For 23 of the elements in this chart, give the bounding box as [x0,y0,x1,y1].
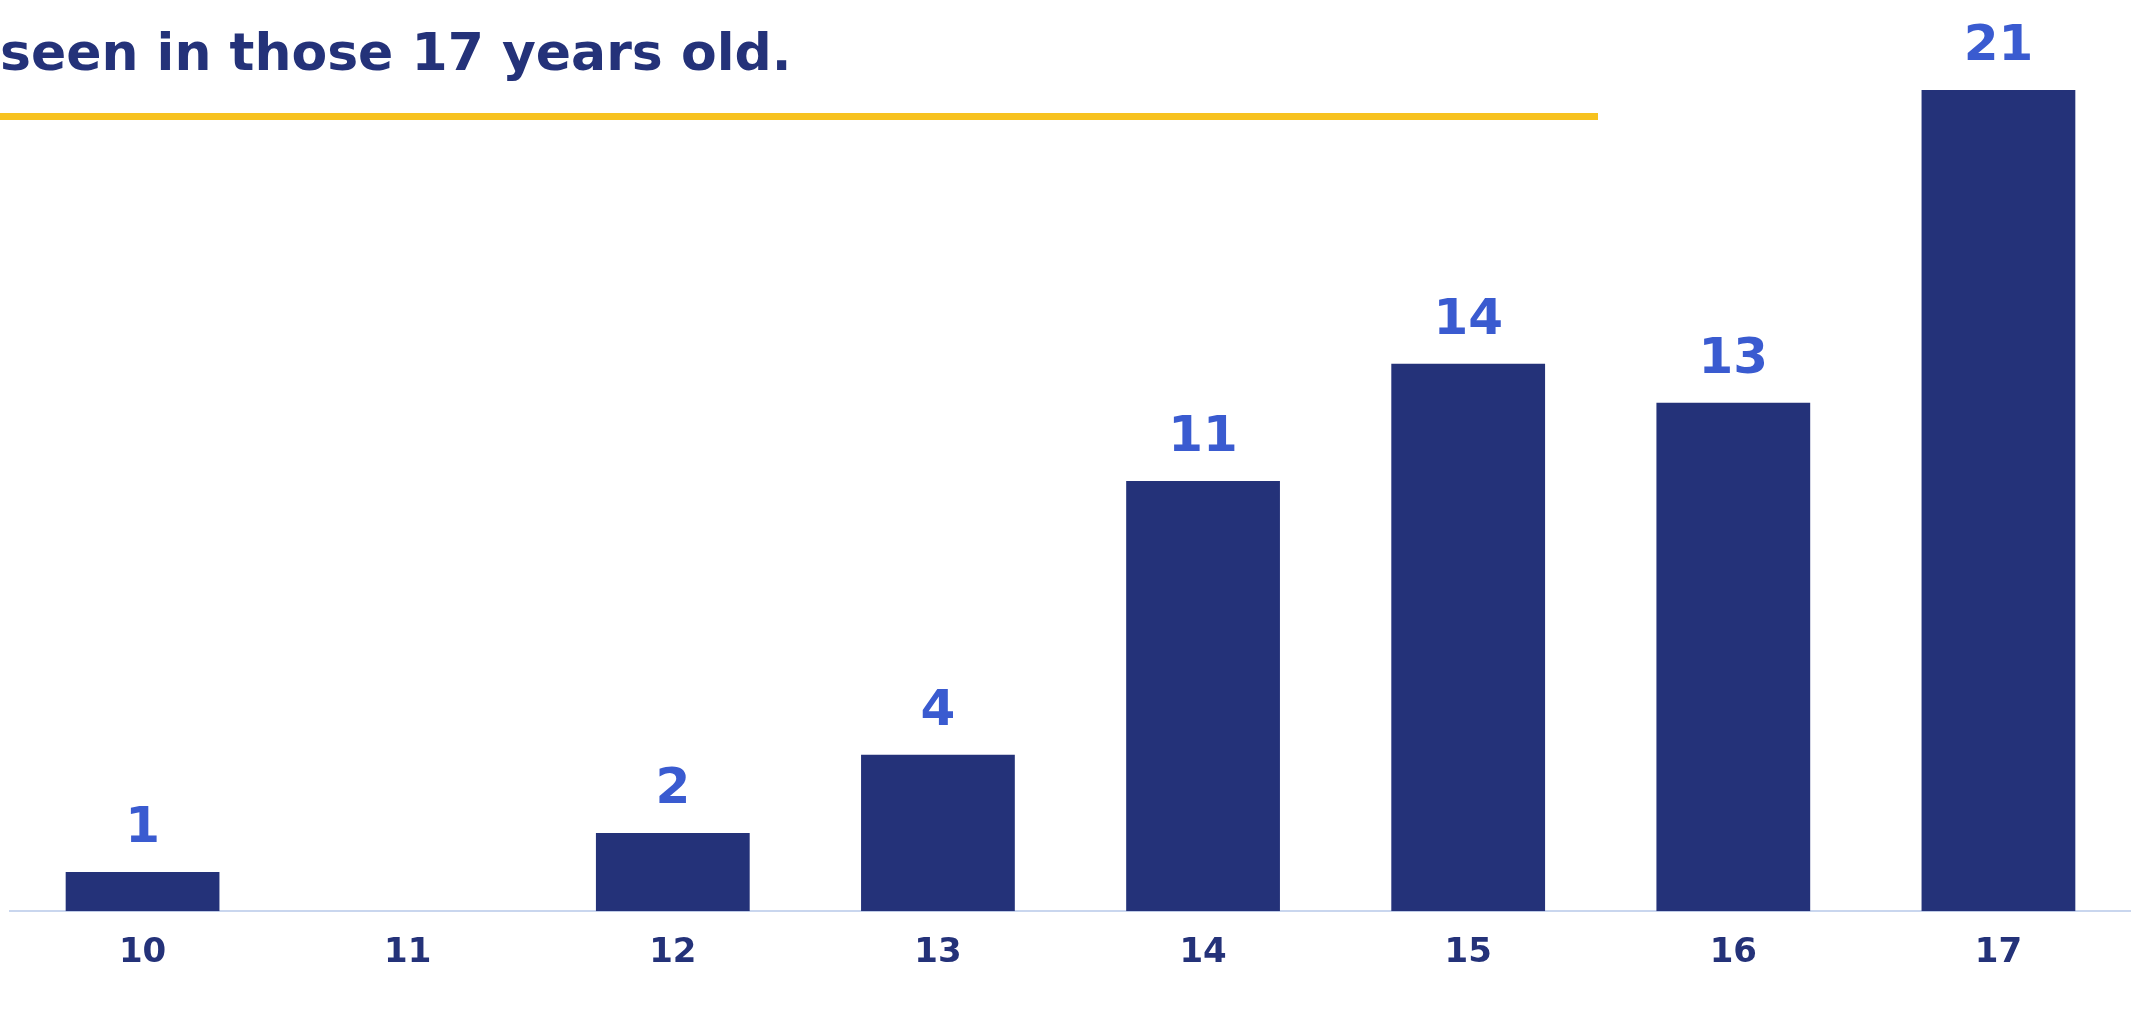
x-tick-label: 11 [384,930,432,971]
data-label: 21 [1963,13,2034,72]
data-label: 1 [125,796,160,855]
bar [1126,481,1280,912]
x-tick-label: 17 [1974,930,2023,971]
x-tick-label: 12 [649,930,697,971]
data-label: 13 [1698,326,1769,385]
bar [1656,402,1811,912]
x-tick-label: 16 [1709,930,1757,971]
x-tick-label: 13 [914,930,962,971]
data-label: 2 [655,756,691,815]
bar [65,872,220,912]
data-label: 14 [1433,287,1503,346]
chart-title: seen in those 17 years old. [0,22,792,82]
data-label: 11 [1168,405,1238,464]
bar [1391,363,1546,912]
x-tick-label: 10 [118,930,167,971]
bar [1921,90,2076,912]
bar [861,754,1015,912]
data-label: 4 [920,678,956,737]
x-tick-label: 15 [1444,930,1492,971]
x-tick-label: 14 [1179,930,1227,971]
bar [595,832,750,912]
